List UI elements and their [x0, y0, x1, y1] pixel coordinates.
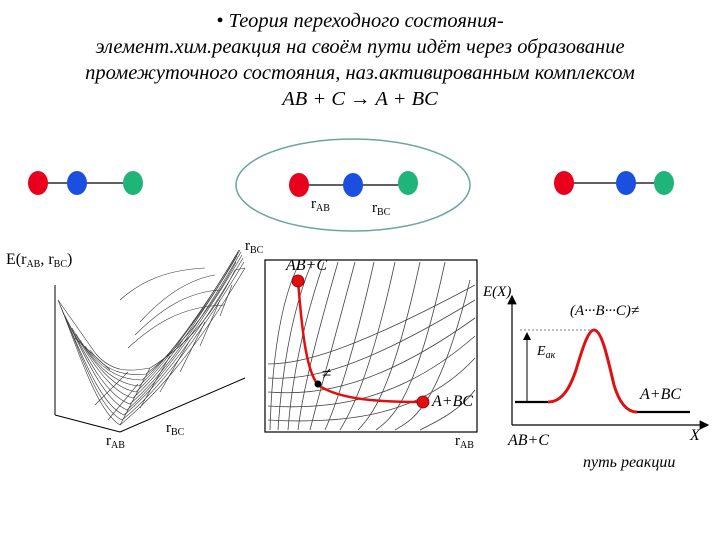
- contour-start-label: AB+C: [286, 257, 328, 274]
- surface-z-label-sub1: AB: [26, 259, 41, 270]
- contour-plot: [264, 259, 478, 433]
- contour-x-label-main: r: [455, 433, 460, 449]
- molecule-reactants: [28, 171, 143, 195]
- transition-point: [314, 380, 322, 388]
- atom-a-middle: [289, 173, 309, 197]
- surface-x-label-main: r: [106, 433, 111, 449]
- atom-b-right: [616, 171, 636, 195]
- potential-energy-surface: [54, 249, 246, 433]
- energy-profile: [507, 294, 710, 430]
- energy-ea-label: Eак: [537, 344, 555, 364]
- contour-end-label: A+BC: [432, 393, 474, 410]
- surface-x-label: rAB: [106, 433, 125, 454]
- energy-curve: [547, 328, 638, 414]
- surface-y-label-sub: BC: [171, 427, 185, 438]
- energy-peak-label: (A···B···C)≠: [570, 303, 640, 319]
- label-r-ab-main: r: [311, 196, 316, 212]
- title-line-3: промежуточного состояния, наз.активирова…: [85, 62, 635, 84]
- molecule-transition-state: [235, 138, 471, 232]
- label-r-ab-sub: AB: [316, 203, 330, 214]
- surface-z-label: E(rAB, rBC): [6, 252, 72, 273]
- surface-z-label-c: ): [67, 251, 73, 268]
- energy-reactant-label: AB+C: [508, 432, 550, 449]
- atom-a-right: [554, 171, 574, 195]
- contour-ts-symbol: ≠: [322, 364, 332, 383]
- title-line-4: AB + C → A + BC: [282, 88, 438, 110]
- slide-title: • Теория переходного состояния- элемент.…: [0, 8, 720, 112]
- contour-x-label-sub: AB: [460, 440, 474, 451]
- contour-x-label: rAB: [455, 433, 474, 454]
- surface-y-label-main: r: [166, 420, 171, 436]
- product-point: [416, 395, 430, 409]
- surface-z-label-b: , r: [40, 251, 54, 268]
- transition-state-ellipse: [235, 138, 471, 232]
- title-line-1: • Теория переходного состояния-: [216, 10, 504, 32]
- surface-z-label-sub2: BC: [53, 259, 68, 270]
- surface-z-label-a: E(r: [6, 251, 27, 268]
- label-r-bc-sub: BC: [377, 207, 391, 218]
- surface-x-label-sub: AB: [111, 440, 125, 451]
- atom-c-left: [123, 171, 143, 195]
- reactant-point: [291, 274, 305, 288]
- atom-c-right: [654, 171, 674, 195]
- label-r-bc: rBC: [372, 200, 390, 221]
- atom-c-middle: [398, 171, 418, 195]
- atom-a-left: [28, 171, 48, 195]
- label-r-bc-main: r: [372, 200, 377, 216]
- contour-y-label-main: r: [245, 238, 250, 254]
- title-line-2: элемент.хим.реакция на своём пути идёт ч…: [95, 36, 625, 58]
- contour-y-label-sub: BC: [250, 245, 264, 256]
- contour-y-label: rBC: [245, 238, 263, 259]
- label-r-ab: rAB: [311, 196, 330, 217]
- energy-y-label: E(X): [483, 284, 512, 300]
- energy-ea-sub: ак: [545, 350, 556, 361]
- surface-y-label: rBC: [166, 420, 184, 441]
- molecule-products: [554, 171, 674, 195]
- atom-b-left: [67, 171, 87, 195]
- energy-product-label: A+BC: [640, 386, 682, 403]
- energy-ea-main: E: [537, 344, 546, 359]
- energy-x-caption: путь реакции: [583, 454, 676, 471]
- atom-b-middle: [343, 173, 363, 197]
- energy-x-label: X: [690, 427, 700, 444]
